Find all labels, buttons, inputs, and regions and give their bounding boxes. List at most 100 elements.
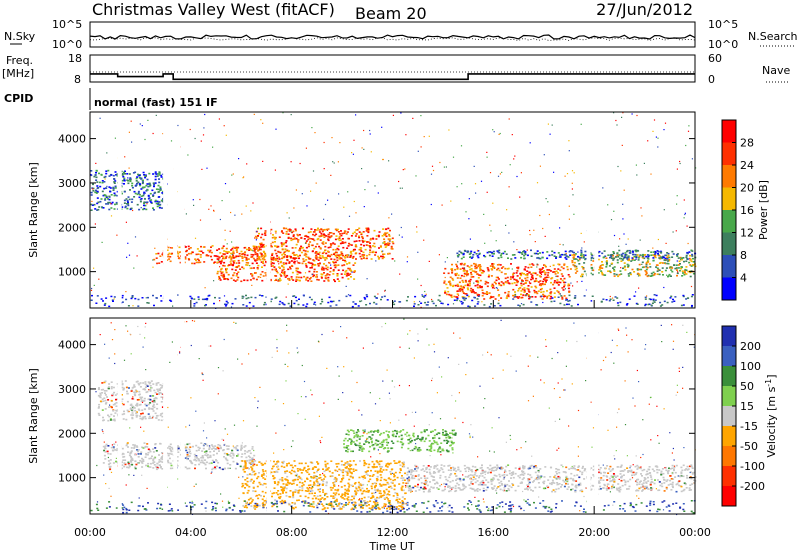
power-colorbar-swatch: [722, 255, 736, 278]
velocity-colorbar-frame: [721, 325, 737, 507]
velocity-colorbar-label-end: ]: [765, 374, 778, 378]
power-gap: [163, 112, 168, 308]
velocity-data-gaps: [117, 318, 599, 514]
velocity-colorbar-swatch: [722, 406, 736, 427]
power-colorbar-swatch: [722, 165, 736, 188]
power-panel-bg: [90, 112, 695, 308]
velocity-echo-band: [102, 442, 256, 471]
beam-title: Beam 20: [355, 4, 427, 23]
x-axis-label: Time UT: [368, 540, 414, 553]
velocity-colorbar-label: Velocity [m s-1]: [764, 374, 778, 457]
velocity-colorbar-swatch: [722, 326, 736, 347]
velocity-colorbar-swatch: [722, 346, 736, 367]
velocity-gap: [266, 318, 271, 514]
power-ytick-label: 4000: [58, 133, 86, 146]
power-gap: [180, 112, 185, 308]
velocity-colorbar-tick-label: -100: [740, 460, 765, 473]
velocity-colorbar: 200 100 50 15 -15 -50 -100 -200: [721, 325, 765, 507]
cpid-value: normal (fast) 151 IF: [94, 96, 218, 109]
noise-left-label: N.Sky: [4, 30, 36, 43]
noise-left-tick-top: 10^5: [52, 18, 82, 31]
noise-left-tick-bottom: 10^0: [52, 38, 82, 51]
cpid-label: CPID: [4, 92, 33, 105]
noise-search-trace: [89, 37, 696, 41]
x-tick-label: 08:00: [276, 526, 308, 539]
freq-panel-frame: [89, 54, 696, 83]
x-tick-label: 00:00: [679, 526, 711, 539]
velocity-y-axis-label: Slant Range [km]: [27, 368, 40, 464]
velocity-colorbar-tick-label: 15: [740, 400, 754, 413]
power-near-range: [90, 294, 694, 308]
power-panel: 1000 2000 3000 4000 Slant Range [km] 4 8 12 16…: [27, 111, 770, 310]
power-colorbar-swatch: [722, 232, 736, 256]
power-colorbar-swatch: [722, 187, 736, 211]
power-colorbar-swatch: [722, 210, 736, 233]
velocity-y-ticks: 1000 2000 3000 4000: [58, 339, 695, 485]
velocity-colorbar-tick-label: -15: [740, 420, 758, 433]
power-echo-band: [443, 262, 571, 300]
freq-tick-bottom: 8: [74, 73, 81, 86]
freq-label: Freq.: [6, 54, 33, 67]
freq-trace: [90, 73, 695, 81]
power-ytick-label: 3000: [58, 177, 86, 190]
velocity-colorbar-tick-label: 100: [740, 360, 761, 373]
noise-sky-trace: [89, 34, 696, 40]
power-colorbar-swatch: [722, 277, 736, 301]
power-ytick-label: 2000: [58, 221, 86, 234]
date-title: 27/Jun/2012: [596, 0, 693, 19]
velocity-colorbar-swatch: [722, 486, 736, 507]
velocity-colorbar-tick-label: 200: [740, 340, 761, 353]
noise-right-tick-top: 10^5: [708, 18, 738, 31]
noise-panel-frame: [89, 21, 696, 48]
power-gap: [586, 112, 591, 308]
noise-panel: N.Sky 10^5 10^0 10^5 10^0 N.Search: [4, 18, 798, 51]
power-gap: [117, 112, 122, 308]
velocity-gap: [586, 318, 591, 514]
x-tick-label: 12:00: [377, 526, 409, 539]
power-data-gaps: [117, 112, 599, 308]
velocity-ytick-label: 4000: [58, 339, 86, 352]
power-colorbar-swatch: [722, 142, 736, 166]
freq-panel: Freq. [MHz] 18 8 60 0 Nave: [2, 52, 790, 86]
velocity-colorbar-tick-label: -50: [740, 440, 758, 453]
power-y-axis-label: Slant Range [km]: [27, 162, 40, 258]
x-tick-label: 20:00: [578, 526, 610, 539]
velocity-colorbar-label-sup: -1: [764, 379, 773, 387]
velocity-gap: [594, 318, 599, 514]
power-colorbar-swatch: [722, 120, 736, 143]
velocity-gap: [117, 318, 122, 514]
power-colorbar: 4 8 12 16 20 24 28: [721, 119, 754, 301]
power-colorbar-tick-label: 20: [740, 182, 754, 195]
power-gap: [266, 112, 271, 308]
nave-tick-top: 60: [708, 52, 722, 65]
power-colorbar-tick-label: 4: [740, 272, 747, 285]
x-axis-ticks: 00:00 04:00 08:00 12:00 16:00 20:00 00:00: [74, 300, 711, 539]
velocity-colorbar-label-main: Velocity [m s: [765, 386, 778, 457]
velocity-gap: [163, 318, 168, 514]
velocity-echo-band: [405, 464, 697, 493]
velocity-panel-bg: [90, 318, 695, 514]
power-y-ticks: 1000 2000 3000 4000: [58, 133, 695, 279]
power-gap: [594, 112, 599, 308]
velocity-colorbar-swatch: [722, 386, 736, 407]
nave-tick-bottom: 0: [708, 73, 715, 86]
power-ytick-label: 1000: [58, 266, 86, 279]
nave-label: Nave: [762, 64, 790, 77]
velocity-echo-band: [241, 459, 407, 511]
velocity-colorbar-swatch: [722, 446, 736, 467]
noise-right-tick-bottom: 10^0: [708, 38, 738, 51]
velocity-colorbar-swatch: [722, 366, 736, 387]
velocity-gap: [180, 318, 185, 514]
power-colorbar-tick-label: 16: [740, 204, 754, 217]
velocity-colorbar-tick-label: -200: [740, 480, 765, 493]
velocity-gap: [173, 318, 178, 514]
power-colorbar-label: Power [dB]: [757, 180, 770, 240]
x-tick-label: 16:00: [477, 526, 509, 539]
power-colorbar-tick-label: 28: [740, 137, 754, 150]
power-gap: [173, 112, 178, 308]
velocity-panel: 1000 2000 3000 4000 Slant Range [km] 200 100…: [27, 317, 778, 516]
noise-right-label: N.Search: [748, 30, 798, 43]
velocity-ytick-label: 1000: [58, 472, 86, 485]
velocity-colorbar-swatch: [722, 466, 736, 487]
